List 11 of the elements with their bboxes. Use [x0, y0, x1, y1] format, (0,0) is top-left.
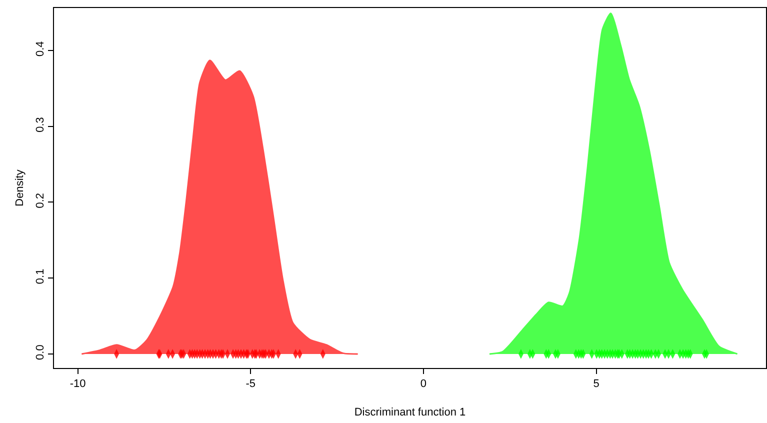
x-tick-label: 0 [420, 378, 427, 390]
y-tick-label: 0.4 [34, 41, 47, 56]
x-tick-label: -5 [246, 378, 256, 390]
x-tick-label: 5 [593, 378, 600, 390]
x-axis-title: Discriminant function 1 [354, 406, 466, 418]
y-tick-label: 0.2 [34, 192, 47, 208]
y-tick-label: 0.0 [34, 344, 47, 360]
y-tick-label: 0.3 [34, 117, 47, 132]
y-tick-label: 0.1 [34, 268, 47, 284]
x-tick-label: -10 [70, 378, 86, 390]
y-axis-title: Density [14, 169, 26, 206]
